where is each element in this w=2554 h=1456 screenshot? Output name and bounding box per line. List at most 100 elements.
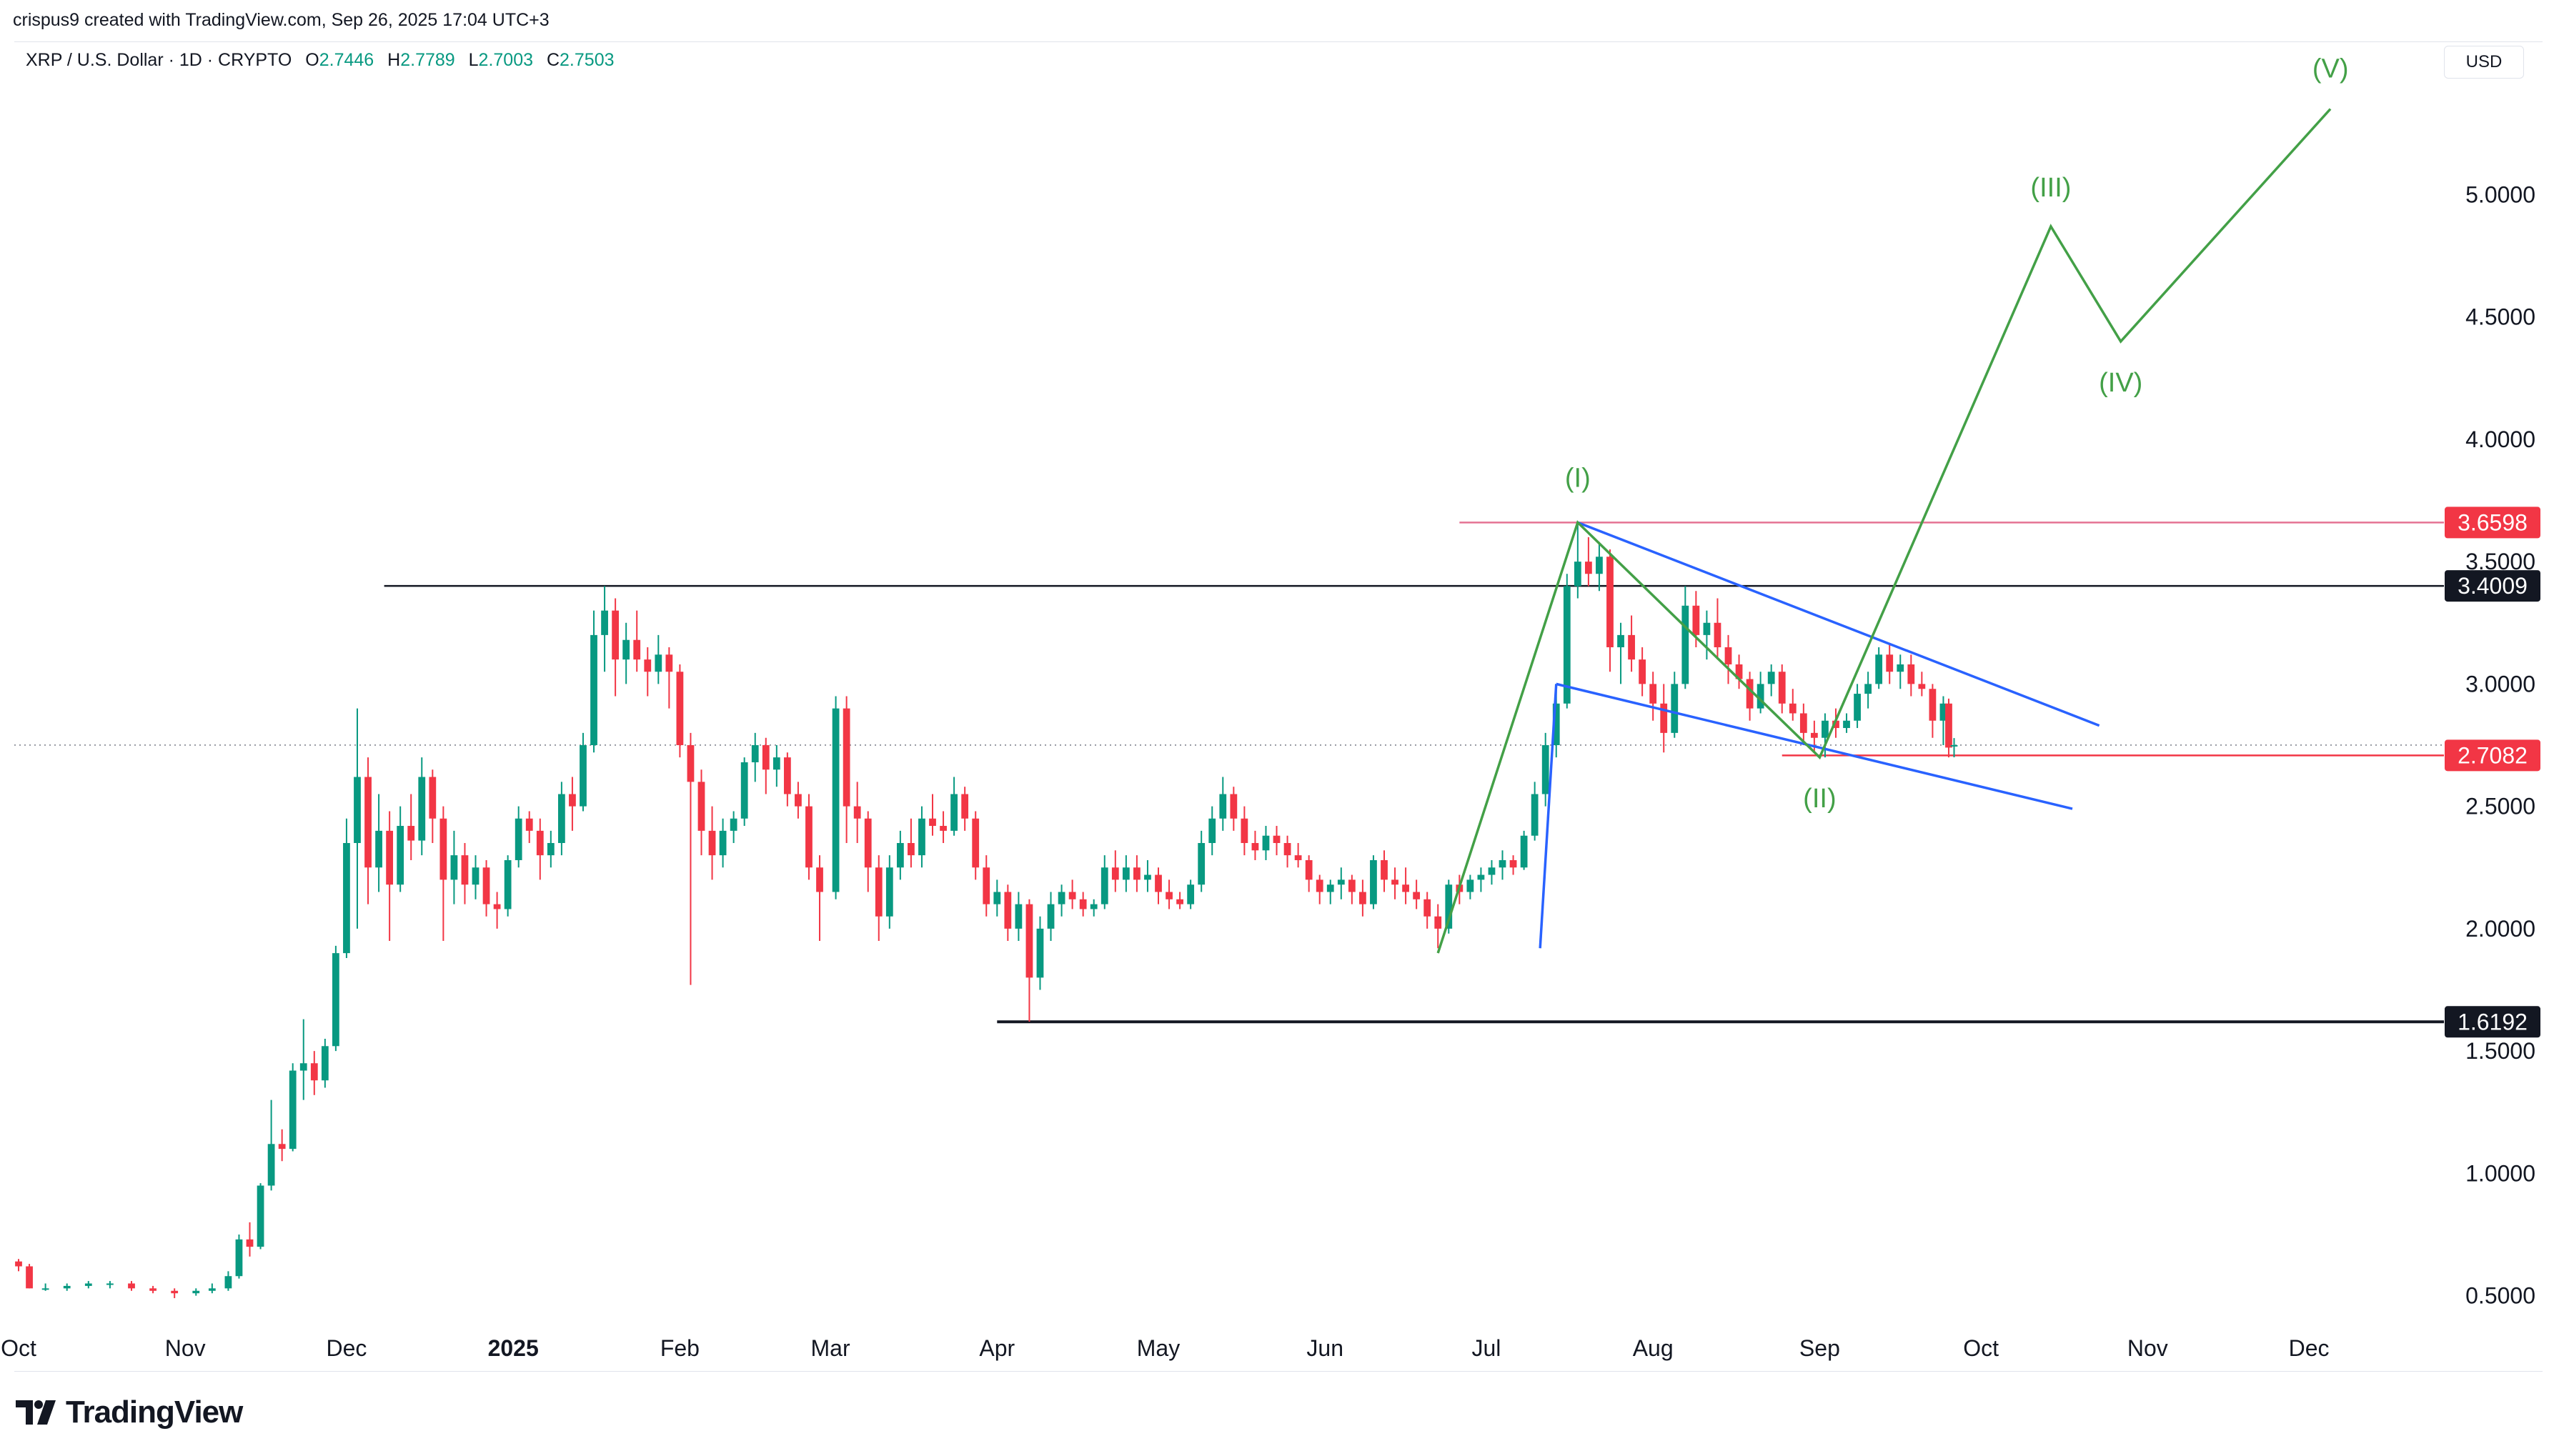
candles-layer	[15, 522, 1958, 1299]
candle-body-155	[1778, 672, 1786, 704]
candle-body-153	[1757, 684, 1764, 709]
candle-body-9	[192, 1290, 200, 1294]
candle-body-60	[751, 745, 759, 762]
elliott-wave-path	[1436, 108, 2332, 954]
candle-body-11	[224, 1276, 232, 1289]
y-tick-5: 3.0000	[2465, 671, 2535, 697]
candle-body-168	[1918, 684, 1926, 689]
y-tick-9: 5.0000	[2465, 181, 2535, 207]
candle-body-142	[1639, 659, 1646, 684]
candle-body-157	[1799, 713, 1807, 733]
x-tick-7: May	[1137, 1335, 1180, 1361]
candle-body-152	[1746, 679, 1754, 709]
tradingview-logo-text: TradingView	[66, 1395, 243, 1430]
candle-body-119	[1391, 879, 1398, 885]
candle-body-92	[1100, 867, 1108, 904]
candle-body-115	[1348, 879, 1356, 892]
candle-body-135	[1563, 586, 1571, 704]
candle-body-80	[972, 818, 980, 868]
candle-body-10	[208, 1288, 216, 1291]
candle-body-4	[84, 1283, 92, 1286]
candle-body-21	[332, 953, 339, 1047]
candle-body-25	[375, 830, 382, 868]
candle-body-99	[1176, 899, 1183, 904]
candle-body-91	[1090, 904, 1098, 909]
candle-body-68	[843, 708, 850, 807]
candle-body-118	[1381, 859, 1388, 880]
candle-body-13	[246, 1239, 254, 1247]
candle-body-111	[1305, 859, 1313, 880]
candle-body-109	[1283, 843, 1291, 856]
price-tag-3: 1.6192	[2458, 1009, 2528, 1034]
candle-body-100	[1187, 884, 1195, 904]
candle-body-29	[418, 777, 426, 841]
symbol-name[interactable]: XRP / U.S. Dollar · 1D · CRYPTO	[26, 50, 292, 70]
candle-body-76	[929, 818, 936, 827]
candle-body-66	[816, 867, 823, 892]
candle-body-17	[289, 1070, 297, 1150]
x-tick-5: Mar	[811, 1335, 850, 1361]
candle-body-163	[1864, 684, 1872, 694]
x-tick-0: Oct	[1, 1335, 36, 1361]
time-axis: Oct Nov Dec 2025 Feb Mar Apr May Jun Jul Aug Sep Oct…	[1, 1335, 2329, 1361]
candle-body-61	[762, 745, 770, 770]
price-tag-2: 2.7082	[2458, 742, 2528, 768]
candle-body-41	[547, 843, 555, 856]
candle-body-147	[1692, 605, 1700, 635]
candle-body-3	[63, 1285, 71, 1289]
currency-button[interactable]: USD	[2444, 46, 2524, 79]
candle-body-72	[885, 867, 893, 917]
candle-body-137	[1584, 562, 1592, 574]
tradingview-logo[interactable]: TradingView	[16, 1395, 243, 1430]
candle-body-24	[364, 777, 372, 868]
chart-attribution: crispus9 created with TradingView.com, S…	[13, 10, 550, 30]
candle-body-117	[1370, 859, 1377, 904]
candle-body-23	[354, 777, 361, 843]
wave-label-1: (I)	[1565, 463, 1591, 493]
low-value: 2.7003	[478, 50, 534, 70]
high-value: 2.7789	[400, 50, 455, 70]
chart-frame	[14, 41, 2543, 1372]
candle-body-146	[1681, 605, 1689, 684]
candle-body-136	[1574, 562, 1581, 587]
candle-body-126	[1466, 879, 1474, 892]
candle-body-83	[1004, 892, 1012, 929]
wedge-line-2	[1539, 684, 1558, 949]
candle-body-133	[1541, 745, 1549, 794]
candle-body-89	[1068, 892, 1076, 899]
candle-body-47	[612, 610, 620, 660]
candle-body-112	[1316, 879, 1323, 892]
symbol-legend[interactable]: XRP / U.S. Dollar · 1D · CRYPTO O2.7446 …	[26, 50, 615, 71]
candle-body-35	[482, 867, 490, 904]
candle-body-124	[1445, 884, 1453, 929]
x-tick-11: Sep	[1799, 1335, 1840, 1361]
candle-body-7	[149, 1288, 156, 1291]
candle-body-28	[407, 826, 415, 841]
candle-body-148	[1703, 622, 1711, 635]
candle-body-78	[950, 794, 958, 831]
price-tag-bg-0	[2445, 507, 2540, 539]
candle-body-103	[1219, 794, 1227, 819]
candle-body-67	[832, 708, 840, 892]
open-value: 2.7446	[319, 50, 374, 70]
candle-body-167	[1907, 664, 1915, 684]
candle-body-14	[257, 1185, 264, 1247]
candle-body-0	[15, 1261, 22, 1267]
price-tag-1: 3.4009	[2458, 573, 2528, 599]
candle-body-158	[1810, 732, 1818, 738]
candle-body-57	[719, 830, 727, 856]
candle-body-16	[278, 1144, 286, 1150]
candle-body-59	[740, 762, 748, 819]
candle-body-86	[1036, 928, 1044, 978]
x-tick-10: Aug	[1633, 1335, 1674, 1361]
candle-body-141	[1628, 634, 1635, 660]
candle-body-130	[1509, 859, 1517, 868]
y-tick-2: 1.5000	[2465, 1038, 2535, 1064]
wave-label-4: (IV)	[2099, 368, 2142, 398]
candle-body-154	[1767, 672, 1775, 684]
wave-label-2: (II)	[1803, 784, 1836, 814]
candle-body-84	[1015, 904, 1023, 929]
x-tick-8: Jun	[1306, 1335, 1343, 1361]
candle-body-129	[1499, 859, 1506, 868]
